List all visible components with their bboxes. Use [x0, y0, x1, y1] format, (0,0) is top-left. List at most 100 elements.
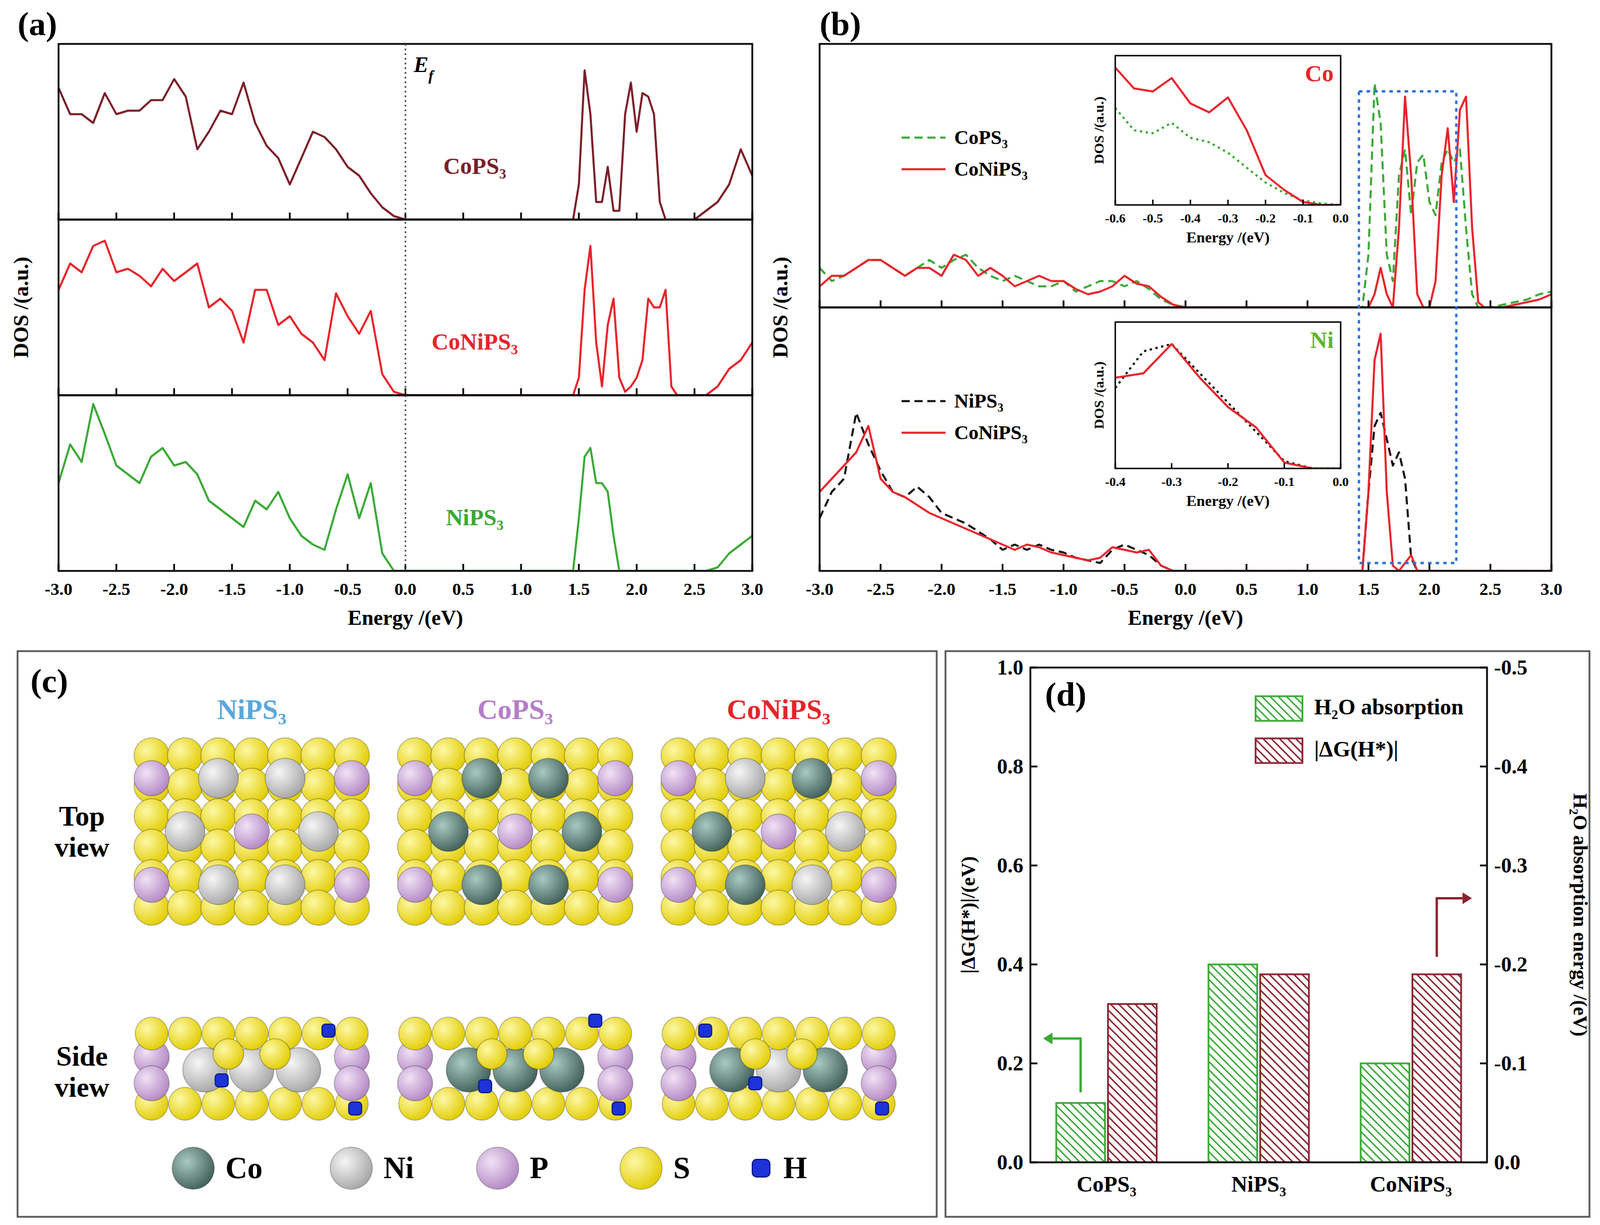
y-axis-title: |ΔG(H*)|/(eV) [957, 855, 980, 974]
x-tick-label: -1.5 [988, 578, 1017, 599]
bar [1208, 964, 1257, 1163]
hydrogen-atom [588, 1013, 602, 1027]
x-tick-label: -0.1 [1273, 474, 1295, 489]
sulfur-atom [761, 768, 797, 804]
x-tick [57, 212, 60, 220]
x-tick-label: 0.0 [1174, 578, 1197, 599]
metal-atom [265, 758, 306, 798]
bar [1412, 974, 1462, 1163]
legend-label: Co [225, 1150, 263, 1185]
phosphorus-atom [597, 760, 633, 796]
x-tick-label: 1.5 [567, 578, 591, 599]
x-tick-label: 2.0 [625, 578, 649, 599]
x-tick-label: 1.5 [1357, 578, 1380, 599]
dos-curve [58, 70, 753, 220]
row-label: Sideview [54, 1040, 110, 1103]
y2-axis-title: H₂O absorption energy /(eV) [1568, 793, 1592, 1037]
metal-atom [265, 864, 306, 905]
legend-atom [330, 1146, 373, 1190]
metal-atom [825, 811, 866, 852]
x-tick [115, 563, 118, 571]
sulfur-atom [430, 859, 467, 895]
hydrogen-atom [699, 1023, 712, 1037]
sulfur-atom [234, 737, 270, 773]
sulfur-atom [167, 768, 203, 804]
x-tick-label: -3.0 [44, 578, 73, 599]
phosphorus-atom [334, 867, 370, 903]
bars [1056, 964, 1462, 1163]
x-tick [173, 212, 176, 220]
x-tick [1245, 300, 1248, 308]
y2-tick [1479, 765, 1488, 768]
x-tick [1123, 563, 1126, 571]
y-tick [1030, 666, 1038, 669]
y2-tick-label: -0.1 [1494, 1051, 1528, 1075]
x-tick [751, 563, 754, 571]
dos-curve [1115, 67, 1341, 205]
subscript: f [428, 67, 435, 85]
hydrogen-atom [348, 1101, 362, 1115]
sulfur-atom [564, 768, 600, 804]
inset-title: Co [1304, 60, 1334, 87]
arrow-head [1462, 892, 1472, 904]
x-tick [1001, 300, 1004, 308]
metal-atom [528, 864, 569, 905]
sulfur-atom [302, 1087, 335, 1120]
x-tick [57, 563, 60, 571]
x-tick [577, 563, 580, 571]
x-tick [819, 300, 821, 308]
phosphorus-atom [861, 1065, 897, 1101]
x-tick [577, 212, 580, 220]
phosphorus-atom [597, 1065, 633, 1101]
plot-frame [819, 307, 1552, 571]
x-tick [289, 212, 291, 220]
plot-frame [819, 43, 1552, 308]
x-tick-label: 0.0 [1332, 210, 1349, 226]
panel-frame [17, 651, 937, 1217]
sulfur-atom [213, 1038, 244, 1070]
sulfur-atom [234, 859, 270, 895]
text-line: view [54, 1071, 110, 1103]
sulfur-atom [861, 798, 897, 834]
x-tick [1227, 199, 1229, 205]
curves [1115, 67, 1341, 205]
sulfur-atom [397, 828, 433, 865]
arrow-head [1043, 1032, 1053, 1045]
sulfur-atom [168, 1087, 202, 1120]
sulfur-atom [827, 737, 863, 773]
x-tick [751, 212, 754, 220]
sulfur-atom [597, 798, 633, 834]
series-label: CoNiPS₃ [431, 328, 519, 355]
x-tick [462, 563, 465, 571]
x-tick-label: 2.0 [1418, 578, 1441, 599]
axis-arrow [1436, 898, 1463, 957]
dos-curve [1115, 344, 1341, 469]
x-tick-label: 0.5 [452, 578, 475, 599]
x-tick-label: -2.5 [102, 578, 131, 599]
text-line: view [54, 831, 110, 863]
sulfur-atom [794, 828, 830, 865]
phosphorus-atom [134, 760, 170, 796]
sulfur-atom [598, 1016, 632, 1050]
sulfur-atom [430, 768, 467, 804]
plot-frame [1115, 321, 1341, 469]
x-tick [1170, 463, 1173, 469]
sulfur-atom [430, 737, 467, 773]
x-tick-label: 1.0 [509, 578, 533, 599]
x-tick [289, 388, 291, 396]
phosphorus-atom [660, 1065, 697, 1101]
legend-atom [476, 1146, 519, 1190]
metal-atom [725, 758, 766, 798]
legend-label: Ni [383, 1150, 414, 1185]
sulfur-atom [167, 889, 203, 925]
x-tick [577, 388, 580, 396]
sulfur-atom [727, 828, 763, 865]
x-tick-label: -1.5 [218, 578, 247, 599]
x-tick-label: -0.2 [1255, 210, 1276, 226]
sulfur-atom [300, 859, 337, 895]
x-tick [346, 212, 349, 220]
x-tick [1123, 300, 1126, 308]
legend-atom [172, 1146, 215, 1190]
sulfur-atom [135, 1016, 169, 1050]
sulfur-atom [200, 798, 236, 834]
